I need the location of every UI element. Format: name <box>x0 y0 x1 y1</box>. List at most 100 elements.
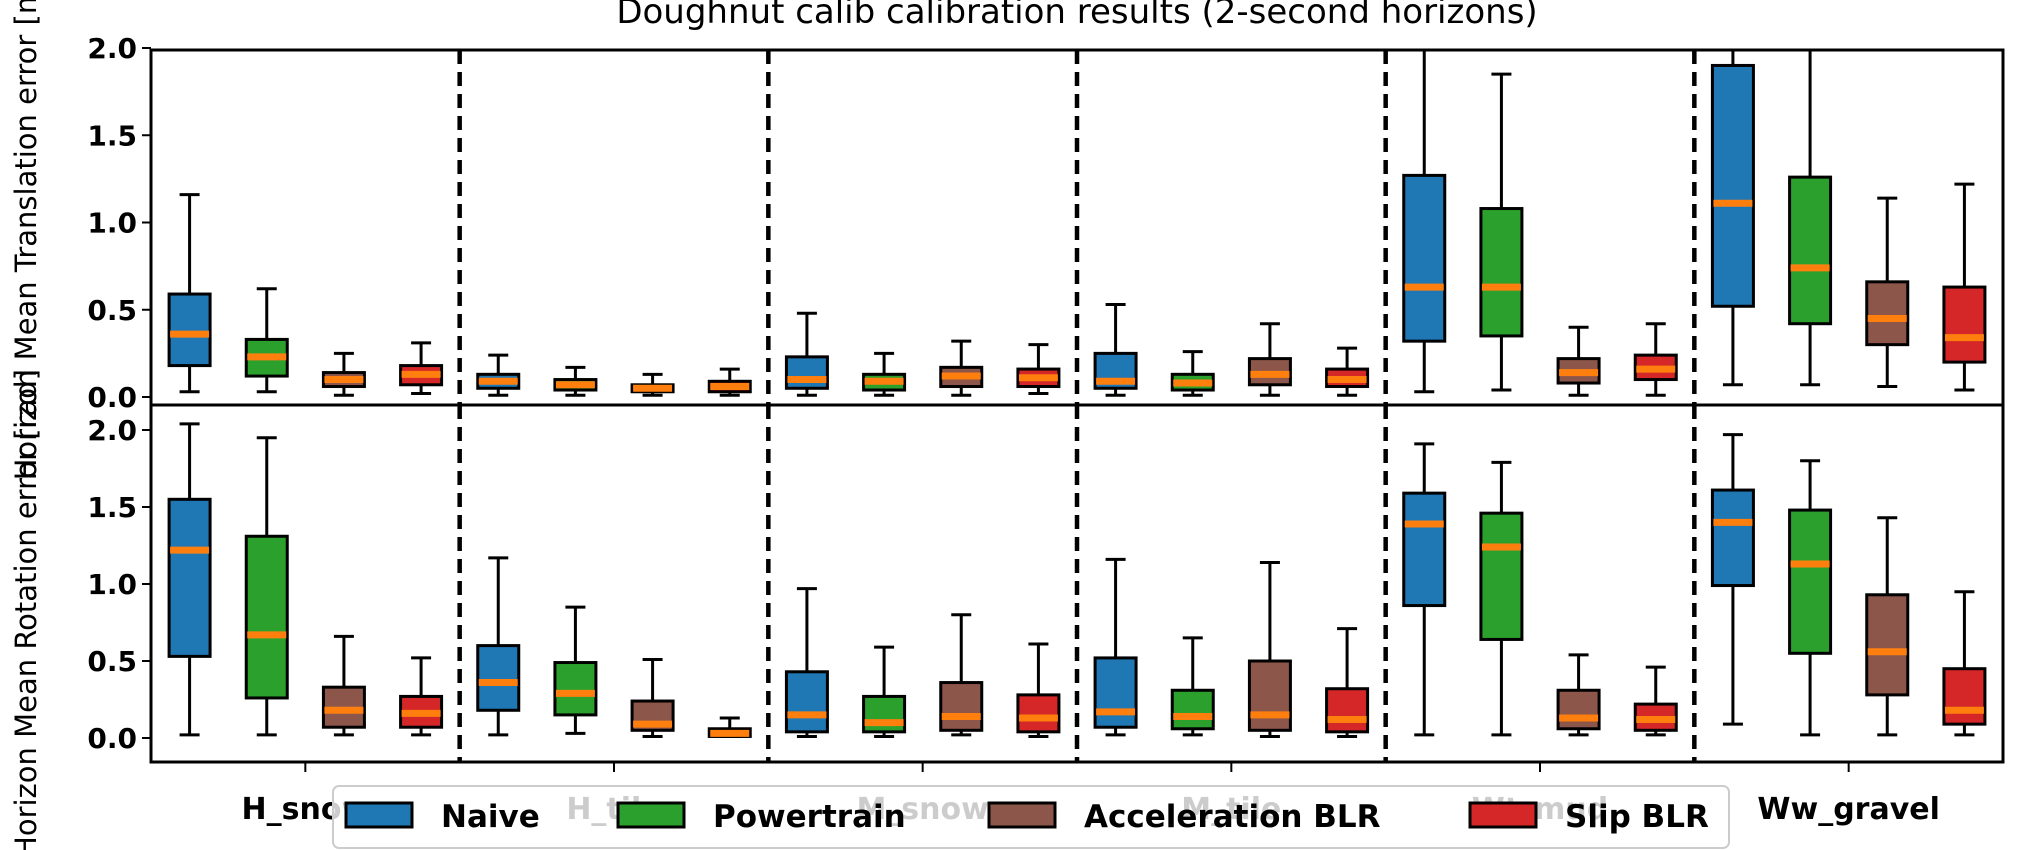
box-h-snow-slip-blr <box>399 341 444 396</box>
box-iqr <box>1710 488 1755 588</box>
box-iqr <box>862 694 907 734</box>
box-m-snow-acceleration-blr <box>939 613 984 737</box>
box-iqr <box>1942 285 1987 364</box>
box-iqr <box>244 534 289 700</box>
box-h-tile-acceleration-blr <box>630 657 675 738</box>
legend-label-slip-blr: Slip BLR <box>1565 799 1709 835</box>
box-ww-gravel-slip-blr <box>1942 590 1987 737</box>
box-iqr <box>1942 667 1987 726</box>
panel-1-plot-area <box>167 405 1987 762</box>
box-iqr <box>1479 207 1524 338</box>
box-iqr <box>1710 63 1755 308</box>
legend-swatch-naive <box>344 801 414 829</box>
legend-swatch-acceleration-blr <box>987 801 1057 829</box>
box-iqr <box>553 661 598 717</box>
box-h-snow-slip-blr <box>399 656 444 737</box>
box-m-tile-slip-blr <box>1325 346 1370 397</box>
box-m-tile-powertrain <box>1170 636 1215 737</box>
box-h-tile-powertrain <box>553 605 598 735</box>
y-tick-label: 0.0 <box>87 722 137 755</box>
y-tick-label: 1.0 <box>87 568 137 601</box>
box-h-snow-powertrain <box>244 287 289 394</box>
chart-title: Doughnut calib calibration results (2-se… <box>616 0 1537 32</box>
box-m-tile-slip-blr <box>1325 627 1370 738</box>
box-iqr <box>939 681 984 732</box>
x-tick-label-ww-gravel: Ww_gravel <box>1757 792 1940 827</box>
box-wt-mud-naive <box>1402 50 1447 394</box>
y-tick-label: 0.5 <box>87 294 137 327</box>
box-ww-gravel-powertrain <box>1788 459 1833 737</box>
box-iqr <box>1016 693 1061 734</box>
box-h-snow-naive <box>167 193 212 394</box>
legend-swatch-powertrain <box>616 801 686 829</box>
box-h-snow-powertrain <box>244 436 289 737</box>
y-axis-label-translation: Horizon Mean Translation error [m] <box>9 0 43 480</box>
box-iqr <box>1479 511 1524 641</box>
panel-frame <box>149 403 2005 764</box>
box-ww-gravel-powertrain <box>1788 50 1833 387</box>
box-wt-mud-acceleration-blr <box>1556 325 1601 397</box>
box-m-tile-acceleration-blr <box>1247 322 1292 397</box>
box-ww-gravel-acceleration-blr <box>1865 516 1910 737</box>
box-iqr <box>1788 175 1833 326</box>
box-m-snow-naive <box>784 587 829 738</box>
box-m-tile-naive <box>1093 557 1138 737</box>
box-h-tile-powertrain <box>553 365 598 397</box>
box-wt-mud-powertrain <box>1479 72 1524 392</box>
box-m-snow-powertrain <box>862 351 907 397</box>
box-m-snow-slip-blr <box>1016 642 1061 738</box>
box-h-tile-slip-blr <box>707 716 752 738</box>
box-iqr <box>784 355 829 390</box>
legend-label-powertrain: Powertrain <box>713 799 906 835</box>
box-m-tile-powertrain <box>1170 350 1215 397</box>
box-iqr <box>476 644 521 712</box>
box-ww-gravel-naive <box>1710 50 1755 387</box>
box-h-snow-acceleration-blr <box>321 351 366 397</box>
box-h-snow-acceleration-blr <box>321 634 366 737</box>
box-m-snow-powertrain <box>862 645 907 738</box>
legend: Naive Powertrain Acceleration BLR Slip BLR <box>332 785 1730 849</box>
box-wt-mud-slip-blr <box>1633 665 1678 737</box>
y-axis-label-rotation: Horizon Mean Rotation error [rad] <box>9 369 43 850</box>
box-iqr <box>1325 687 1370 734</box>
box-ww-gravel-acceleration-blr <box>1865 196 1910 389</box>
box-ww-gravel-slip-blr <box>1942 182 1987 392</box>
box-iqr <box>167 497 212 658</box>
box-iqr <box>1093 656 1138 729</box>
translation-error-panel: 0.0 0.5 1.0 1.5 2.0 <box>87 32 2005 414</box>
box-iqr <box>167 292 212 368</box>
box-ww-gravel-naive <box>1710 433 1755 726</box>
box-wt-mud-slip-blr <box>1633 322 1678 397</box>
y-tick-label: 0.5 <box>87 645 137 678</box>
box-h-tile-naive <box>476 556 521 737</box>
y-tick-label: 2.0 <box>87 32 137 65</box>
box-wt-mud-acceleration-blr <box>1556 653 1601 737</box>
box-iqr <box>1402 491 1447 608</box>
box-iqr <box>784 670 829 734</box>
legend-swatch-slip-blr <box>1468 801 1538 829</box>
y-tick-label: 0.0 <box>87 381 137 414</box>
rotation-error-panel: 0.0 0.5 1.0 1.5 2.0 <box>87 403 2005 764</box>
box-iqr <box>1865 593 1910 697</box>
y-tick-label: 1.0 <box>87 207 137 240</box>
box-iqr <box>1788 508 1833 655</box>
box-m-tile-naive <box>1093 303 1138 397</box>
box-h-tile-acceleration-blr <box>630 372 675 397</box>
legend-label-acceleration-blr: Acceleration BLR <box>1084 799 1381 835</box>
box-iqr <box>1247 659 1292 732</box>
box-iqr <box>1556 688 1601 731</box>
box-m-snow-naive <box>784 311 829 397</box>
box-wt-mud-naive <box>1402 442 1447 737</box>
y-tick-label: 2.0 <box>87 414 137 447</box>
box-iqr <box>1865 280 1910 347</box>
box-iqr <box>1170 688 1215 731</box>
panel-0-plot-area <box>167 50 1987 405</box>
box-h-tile-naive <box>476 353 521 397</box>
y-tick-label: 1.5 <box>87 491 137 524</box>
legend-label-naive: Naive <box>441 799 540 835</box>
box-h-snow-naive <box>167 422 212 737</box>
box-h-tile-slip-blr <box>707 367 752 397</box>
y-tick-label: 1.5 <box>87 119 137 152</box>
box-iqr <box>1402 173 1447 343</box>
